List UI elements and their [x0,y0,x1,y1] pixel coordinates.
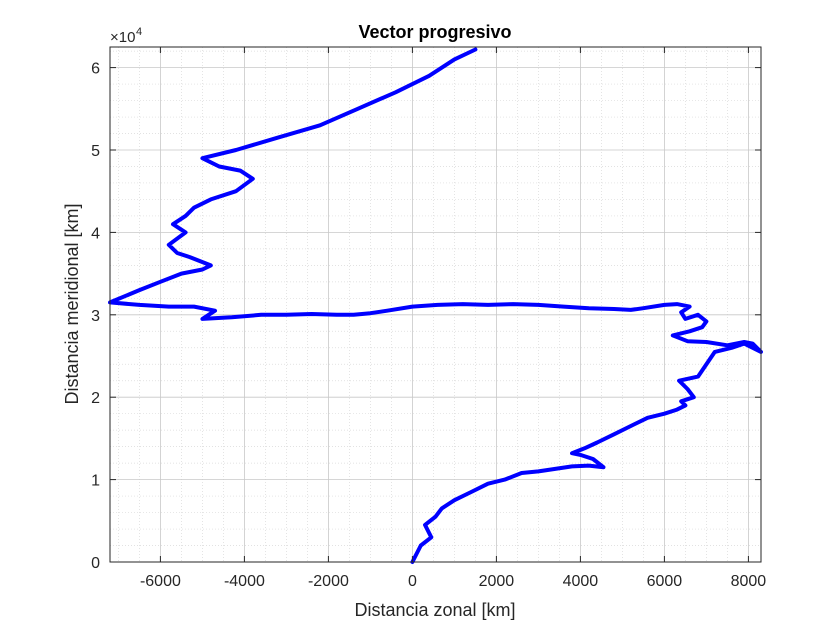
plot-frame [109,46,762,563]
x-tick-label: -4000 [224,573,265,590]
x-tick-label: -2000 [308,573,349,590]
x-tick-labels: -6000 -4000 -2000 0 2000 4000 6000 8000 [140,573,766,590]
ticks [110,47,761,563]
y-tick-label: 6 [91,61,100,78]
x-tick-label: 6000 [647,573,683,590]
series-layer [108,47,763,564]
x-tick-label: 8000 [731,573,767,590]
y-tick-label: 0 [91,555,100,572]
minor-grid [110,47,761,562]
x-tick-label: 2000 [479,573,515,590]
y-exponent-base: ×10 [110,29,135,46]
y-tick-label: 1 [91,473,100,490]
y-tick-label: 3 [91,308,100,325]
y-exponent-power: 4 [136,26,142,38]
y-axis-label: Distancia meridional [km] [62,203,82,404]
chart-title: Vector progresivo [358,22,511,42]
y-tick-label: 4 [91,225,100,242]
y-tick-label: 5 [91,143,100,160]
y-tick-labels: 0 1 2 3 4 5 6 [91,61,100,572]
x-tick-label: 0 [408,573,417,590]
x-tick-label: -6000 [140,573,181,590]
series-line-0 [108,47,763,564]
y-tick-label: 2 [91,390,100,407]
x-tick-label: 4000 [563,573,599,590]
x-axis-label: Distancia zonal [km] [354,600,515,620]
